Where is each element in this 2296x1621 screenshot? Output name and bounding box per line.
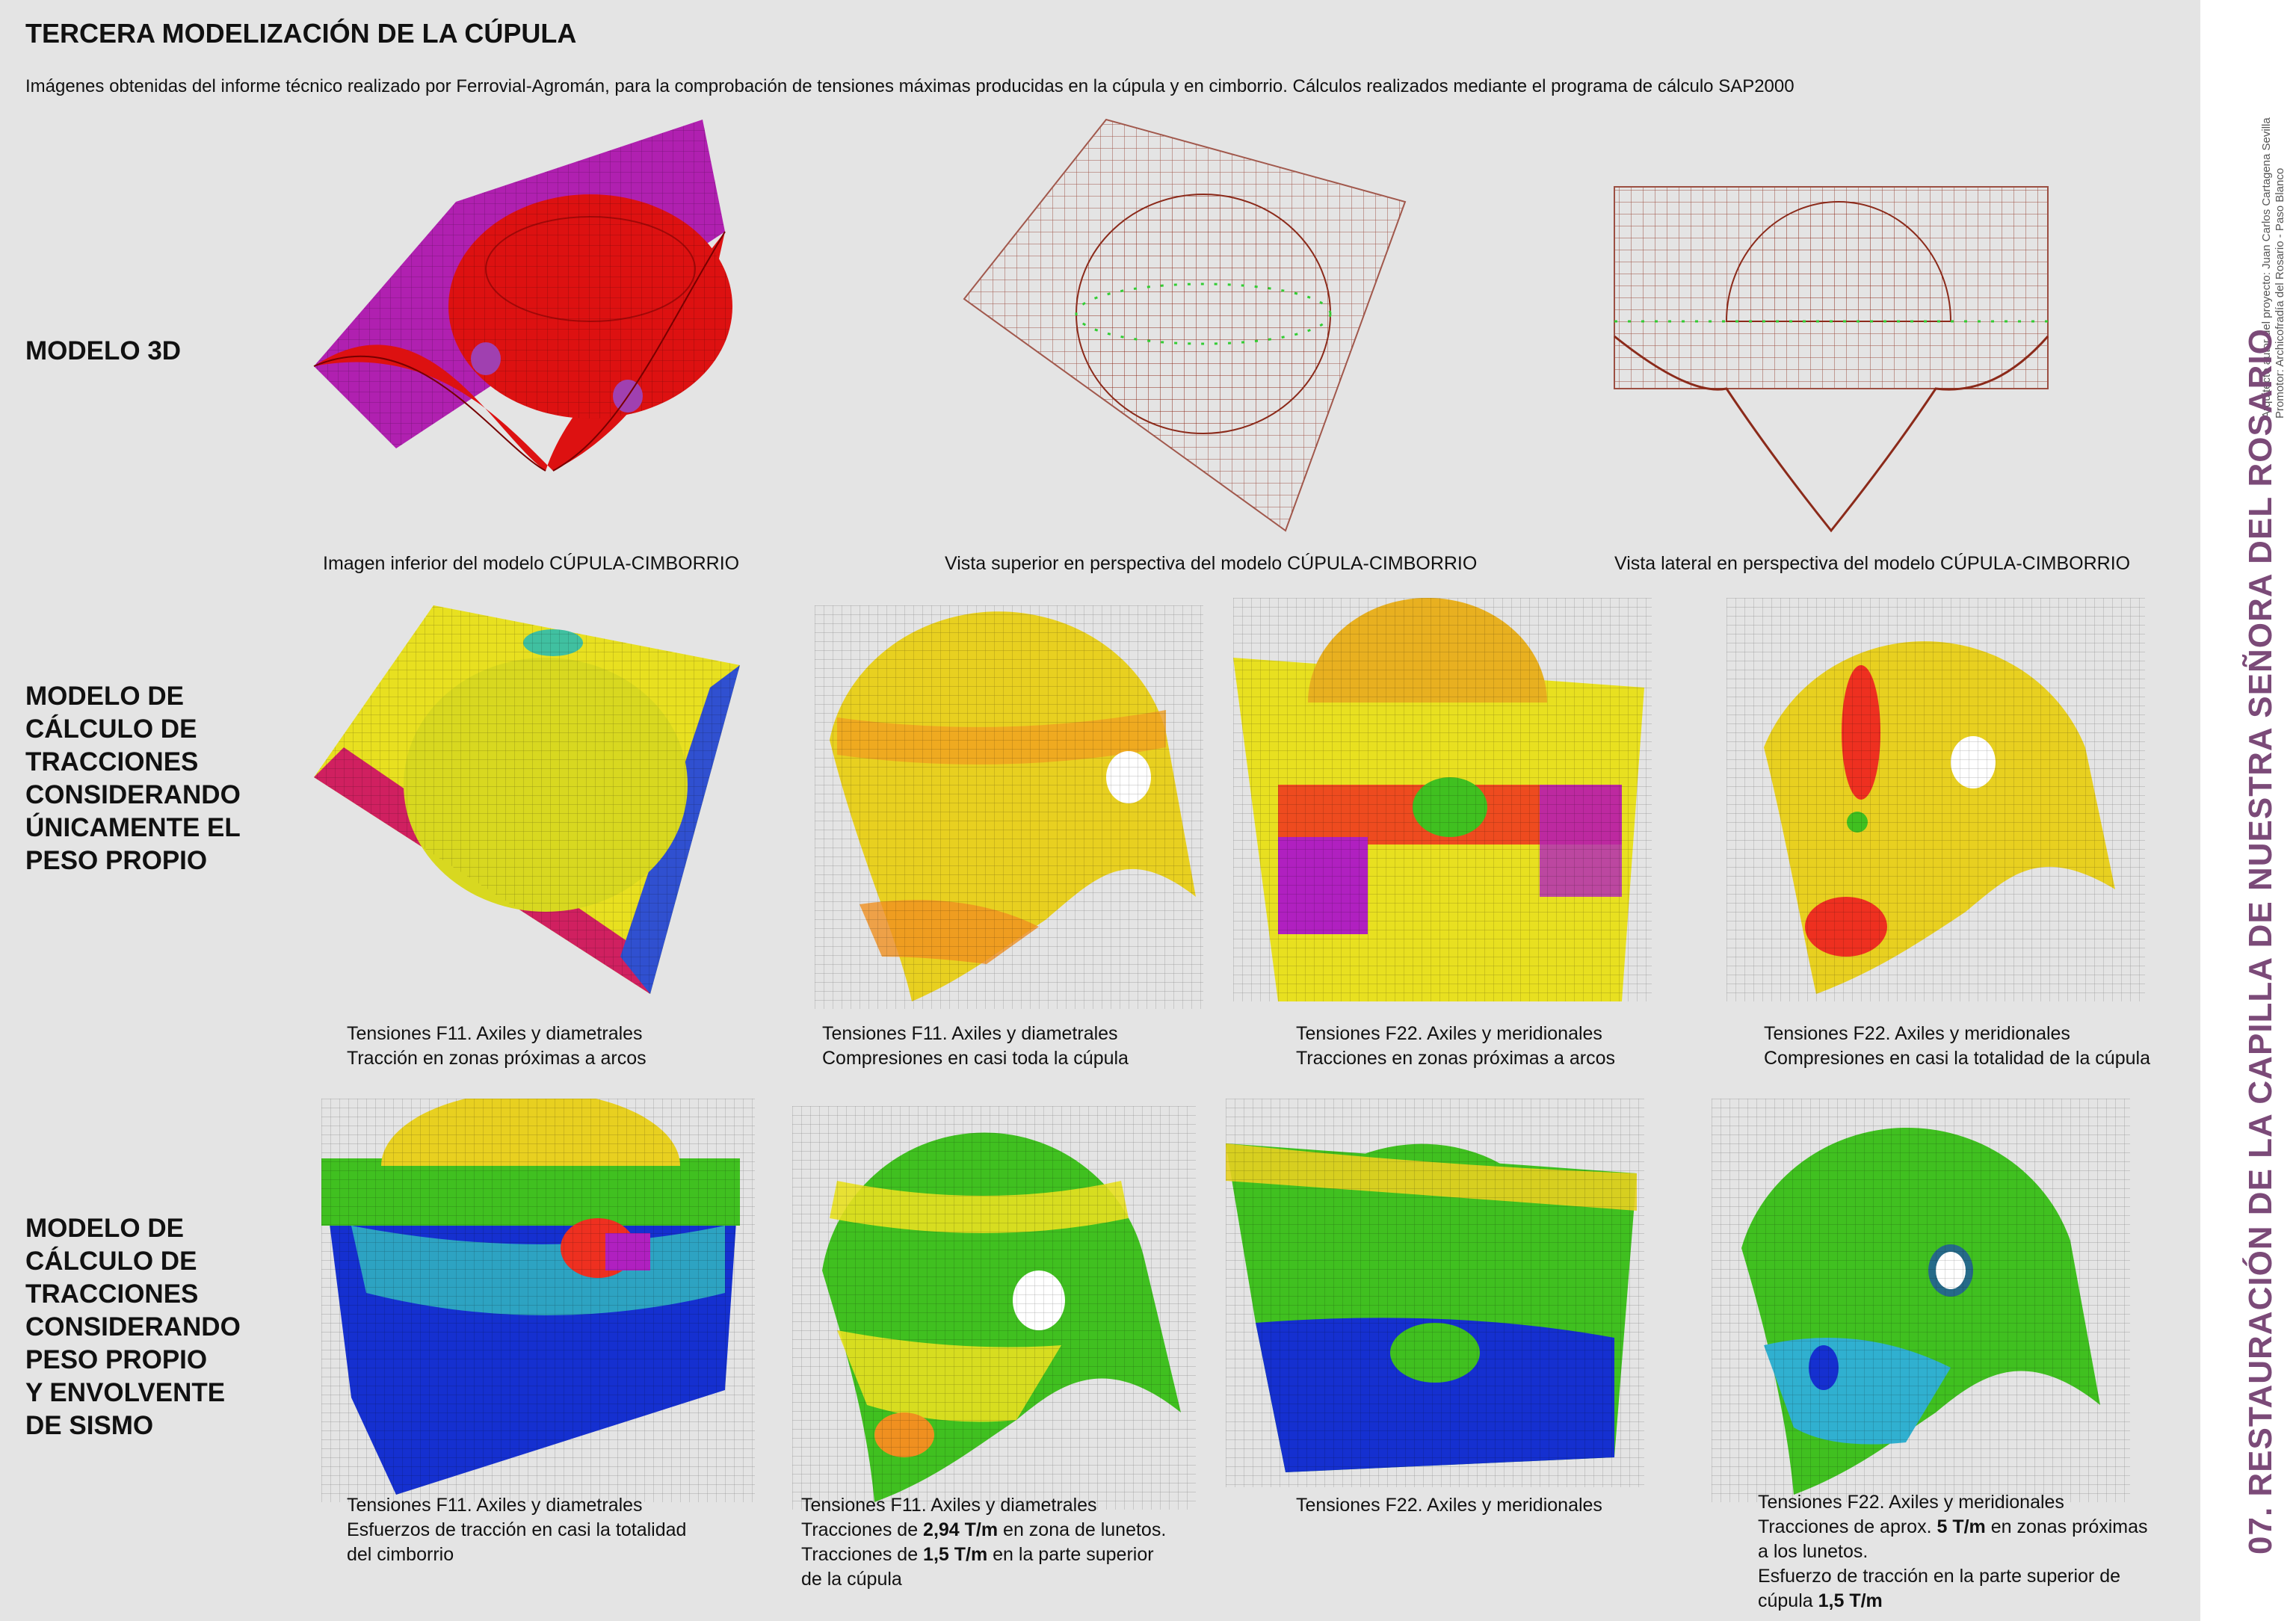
row-label-modelo-3d: MODELO 3D — [25, 335, 181, 368]
row-label-line: CÁLCULO DE — [25, 1247, 197, 1276]
row-label-line: CONSIDERANDO — [25, 1312, 241, 1341]
caption-line: Tensiones F11. Axiles y diametrales — [801, 1495, 1097, 1516]
solid-dome-model-drawing — [313, 120, 732, 472]
stress-dome-drawing — [815, 605, 1203, 1009]
caption-line: del cimborrio — [347, 1544, 454, 1565]
stress-dome-drawing — [1712, 1099, 2130, 1502]
figure-vista-superior — [957, 112, 1420, 553]
row-label-line: DE SISMO — [25, 1411, 154, 1440]
caption-modelo-inferior: Imagen inferior del modelo CÚPULA-CIMBOR… — [323, 552, 739, 576]
figure-f11-sismo-cimborrio — [321, 1099, 755, 1502]
row-label-line: TRACCIONES — [25, 747, 199, 776]
figure-f22-tracciones-peso — [1233, 598, 1652, 1001]
caption-f11-compresiones-peso: Tensiones F11. Axiles y diametrales Comp… — [822, 1022, 1129, 1071]
row-label-line: MODELO DE — [25, 1214, 184, 1243]
figure-modelo-inferior — [306, 120, 800, 493]
caption-vista-lateral: Vista lateral en perspectiva del modelo … — [1614, 552, 2130, 576]
caption-line: Tensiones F22. Axiles y meridionales — [1758, 1492, 2064, 1513]
stress-box-drawing — [1226, 1099, 1644, 1487]
caption-line: Tracción en zonas próximas a arcos — [347, 1048, 646, 1069]
stress-dome-drawing — [792, 1106, 1196, 1510]
caption-line: Tensiones F22. Axiles y meridionales — [1296, 1023, 1602, 1044]
stress-box-drawing — [1233, 598, 1652, 1001]
figure-f22-sismo-lunetos — [1712, 1099, 2130, 1502]
sidebar-strip — [2200, 0, 2296, 1621]
caption-line: Compresiones en casi toda la cúpula — [822, 1048, 1129, 1069]
figure-f22-sismo — [1226, 1099, 1644, 1487]
row-label-line: ÚNICAMENTE EL — [25, 813, 241, 842]
caption-line: Tracciones de 1,5 T/m en la parte superi… — [801, 1544, 1154, 1565]
caption-line: Esfuerzo de tracción en la parte superio… — [1758, 1566, 2120, 1587]
page-title: TERCERA MODELIZACIÓN DE LA CÚPULA — [25, 18, 577, 49]
caption-f22-tracciones-peso: Tensiones F22. Axiles y meridionales Tra… — [1296, 1022, 1615, 1071]
caption-line: Vista superior en perspectiva del modelo… — [945, 553, 1478, 574]
caption-f22-compresiones-peso: Tensiones F22. Axiles y meridionales Com… — [1764, 1022, 2150, 1071]
caption-line: Tensiones F11. Axiles y diametrales — [347, 1495, 643, 1516]
caption-f11-sismo-lunetos: Tensiones F11. Axiles y diametrales Trac… — [801, 1493, 1166, 1592]
stress-box-drawing — [321, 1099, 755, 1502]
caption-line: Tracciones en zonas próximas a arcos — [1296, 1048, 1616, 1069]
figure-f11-sismo-lunetos — [792, 1106, 1196, 1510]
row-label-line: PESO PROPIO — [25, 846, 208, 875]
row-label-line: MODELO 3D — [25, 336, 182, 365]
caption-f22-sismo: Tensiones F22. Axiles y meridionales — [1296, 1493, 1602, 1518]
caption-line: Tensiones F11. Axiles y diametrales — [347, 1023, 643, 1044]
caption-line: Tensiones F11. Axiles y diametrales — [822, 1023, 1118, 1044]
figure-vista-lateral — [1607, 142, 2055, 546]
row-label-peso-propio: MODELO DE CÁLCULO DE TRACCIONES CONSIDER… — [25, 680, 241, 877]
stress-box-drawing — [314, 605, 740, 994]
row-label-line: Y ENVOLVENTE — [25, 1378, 226, 1407]
caption-line: Tensiones F22. Axiles y meridionales — [1764, 1023, 2070, 1044]
caption-line: Vista lateral en perspectiva del modelo … — [1614, 553, 2131, 574]
caption-f11-sismo-cimborrio: Tensiones F11. Axiles y diametrales Esfu… — [347, 1493, 686, 1567]
stress-dome-drawing — [1726, 598, 2145, 1001]
row-label-line: CÁLCULO DE — [25, 714, 197, 744]
figure-f11-compresiones-peso — [815, 605, 1203, 1009]
caption-line: Tracciones de 2,94 T/m en zona de luneto… — [801, 1519, 1167, 1540]
caption-line: Tracciones de aprox. 5 T/m en zonas próx… — [1758, 1516, 2148, 1537]
page-subtitle: Imágenes obtenidas del informe técnico r… — [25, 76, 1794, 96]
figure-f22-compresiones-peso — [1726, 598, 2145, 1001]
caption-line: cúpula 1,5 T/m — [1758, 1590, 1883, 1611]
caption-line: a los lunetos. — [1758, 1541, 1868, 1562]
sheet: TERCERA MODELIZACIÓN DE LA CÚPULA Imágen… — [0, 0, 2200, 1621]
caption-line: de la cúpula — [801, 1569, 902, 1590]
figure-f11-tracciones-peso — [299, 598, 755, 1001]
row-label-line: CONSIDERANDO — [25, 780, 241, 809]
wireframe-side-drawing — [1614, 186, 2049, 533]
caption-vista-superior: Vista superior en perspectiva del modelo… — [945, 552, 1477, 576]
vertical-project-title: 07. RESTAURACIÓN DE LA CAPILLA DE NUESTR… — [2242, 328, 2279, 1554]
row-label-line: PESO PROPIO — [25, 1345, 208, 1374]
caption-line: Esfuerzos de tracción en casi la totalid… — [347, 1519, 687, 1540]
caption-line: Compresiones en casi la totalidad de la … — [1764, 1048, 2150, 1069]
caption-f11-tracciones-peso: Tensiones F11. Axiles y diametrales Trac… — [347, 1022, 646, 1071]
caption-f22-sismo-lunetos: Tensiones F22. Axiles y meridionales Tra… — [1758, 1490, 2148, 1614]
row-label-line: MODELO DE — [25, 682, 184, 711]
caption-line: Tensiones F22. Axiles y meridionales — [1296, 1495, 1602, 1516]
row-label-sismo: MODELO DE CÁLCULO DE TRACCIONES CONSIDER… — [25, 1212, 241, 1442]
wireframe-top-drawing — [963, 118, 1407, 532]
caption-line: Imagen inferior del modelo CÚPULA-CIMBOR… — [323, 553, 740, 574]
row-label-line: TRACCIONES — [25, 1279, 199, 1309]
